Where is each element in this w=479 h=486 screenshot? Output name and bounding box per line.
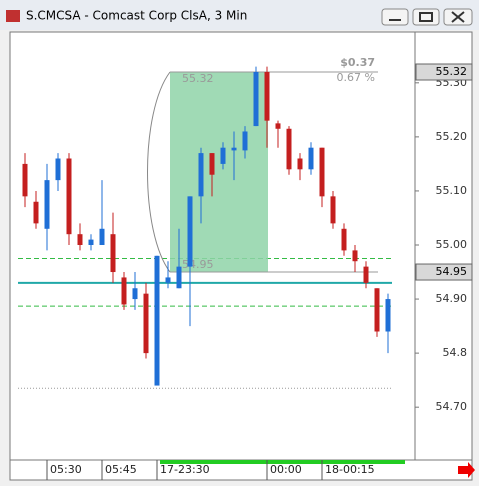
- candle-body: [198, 153, 204, 197]
- candle-body: [143, 293, 149, 354]
- candle-body: [187, 196, 193, 267]
- x-tick-label: 17-23:30: [160, 463, 210, 476]
- session-bar: [160, 460, 405, 464]
- candle-body: [88, 239, 94, 245]
- y-axis-panel: [414, 31, 473, 461]
- y-tick-label: 54.8: [443, 346, 468, 359]
- y-tick-label: 54.90: [436, 292, 468, 305]
- y-tick-label: 54.70: [436, 400, 468, 413]
- candle-body: [176, 266, 182, 289]
- candle-body: [363, 266, 369, 283]
- candle-body: [242, 131, 248, 151]
- y-tick-label: 55.10: [436, 184, 468, 197]
- scroll-arrow[interactable]: [458, 462, 475, 478]
- y-tick-label: 55.00: [436, 238, 468, 251]
- measure-bracket: [147, 71, 171, 273]
- measure-box: [170, 72, 268, 273]
- candle-body: [66, 158, 72, 235]
- candle-body: [374, 288, 380, 332]
- candle-body: [264, 72, 270, 121]
- app-icon: [6, 10, 20, 22]
- window-title: S.CMCSA - Comcast Corp ClsA, 3 Min: [26, 9, 247, 23]
- candle-body: [286, 128, 292, 170]
- price-marker: [415, 263, 473, 281]
- candle-body: [385, 299, 391, 332]
- candle-body: [209, 153, 215, 175]
- measure-change: $0.37: [340, 56, 375, 69]
- maximize-button[interactable]: [412, 8, 440, 26]
- y-tick-label: 55.20: [436, 130, 468, 143]
- candle-body: [55, 158, 61, 181]
- x-tick-label: 05:45: [105, 463, 137, 476]
- candle-body: [77, 234, 83, 245]
- candle-body: [110, 234, 116, 273]
- price-marker-label: 55.32: [436, 65, 468, 78]
- candle-body: [22, 163, 28, 197]
- price-marker-label: 54.95: [436, 265, 468, 278]
- candle-body: [132, 288, 138, 300]
- candle-body: [341, 228, 347, 251]
- candle-body: [253, 72, 259, 127]
- candle-body: [99, 228, 105, 245]
- measure-bottom-label: 54.95: [182, 258, 214, 271]
- candle-body: [220, 147, 226, 164]
- measure-top-label: 55.32: [182, 72, 214, 85]
- candle-body: [33, 201, 39, 224]
- x-tick-label: 05:30: [50, 463, 82, 476]
- price-marker: [415, 63, 473, 81]
- x-tick-label: 18-00:15: [325, 463, 375, 476]
- candle-body: [121, 277, 127, 305]
- candle-body: [165, 277, 171, 283]
- candle-body: [330, 196, 336, 224]
- x-tick-label: 00:00: [270, 463, 302, 476]
- candle-body: [308, 147, 314, 170]
- candle-body: [154, 255, 160, 386]
- minimize-button[interactable]: [381, 8, 409, 26]
- candle-body: [231, 147, 237, 151]
- candle-body: [275, 123, 281, 129]
- candle-body: [352, 250, 358, 262]
- candle-body: [44, 180, 50, 229]
- measure-percent: 0.67 %: [337, 71, 375, 84]
- candle-body: [297, 158, 303, 170]
- candle-body: [319, 147, 325, 197]
